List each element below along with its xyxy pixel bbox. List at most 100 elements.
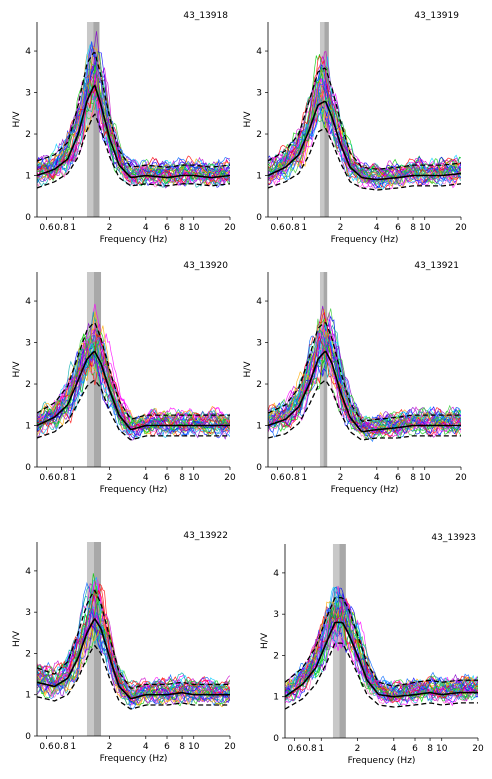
x-axis-label: Frequency (Hz)	[100, 485, 168, 495]
x-tick-label: 6	[164, 742, 170, 752]
x-tick-label: 4	[391, 744, 397, 754]
x-tick-label: 4	[374, 223, 380, 233]
window-trace	[37, 343, 230, 441]
y-tick-label: 4	[25, 297, 31, 307]
x-tick-label: 10	[419, 223, 431, 233]
y-tick-label: 1	[256, 172, 262, 182]
std-curve	[37, 589, 230, 689]
window-trace	[37, 335, 230, 437]
x-tick-label: 6	[164, 223, 170, 233]
x-tick-label: 20	[224, 473, 236, 483]
x-tick-label: 6	[412, 744, 418, 754]
y-tick-label: 3	[25, 339, 31, 349]
std-curve	[268, 67, 461, 170]
x-tick-label: 0.8	[54, 742, 69, 752]
y-tick-label: 3	[256, 339, 262, 349]
x-tick-label: 1	[70, 223, 76, 233]
mean-curve	[37, 84, 230, 179]
window-trace	[268, 81, 461, 187]
x-tick-label: 8	[410, 223, 416, 233]
x-tick-label: 1	[301, 473, 307, 483]
y-tick-label: 3	[256, 89, 262, 99]
std-curve	[37, 322, 230, 420]
window-trace	[285, 602, 478, 702]
window-trace	[285, 594, 478, 700]
std-curve	[37, 51, 230, 168]
window-trace	[37, 607, 230, 704]
std-curve	[37, 113, 230, 189]
peak-band-left	[86, 22, 94, 217]
window-trace	[268, 336, 461, 439]
y-tick-label: 4	[256, 297, 262, 307]
window-trace	[268, 97, 461, 184]
y-axis-label: H/V	[12, 361, 22, 378]
panel-title: 43_13921	[414, 261, 459, 271]
x-tick-label: 10	[188, 473, 200, 483]
x-axis-label: Frequency (Hz)	[348, 756, 416, 766]
x-tick-label: 0.6	[287, 744, 302, 754]
x-tick-label: 4	[143, 473, 149, 483]
plot-area	[37, 542, 230, 736]
x-tick-label: 0.6	[39, 473, 54, 483]
x-tick-label: 20	[455, 223, 467, 233]
x-axis-label: Frequency (Hz)	[331, 485, 399, 495]
x-tick-label: 10	[188, 223, 200, 233]
y-tick-label: 3	[25, 89, 31, 99]
window-trace	[285, 614, 478, 704]
traces-group	[285, 585, 478, 710]
y-tick-label: 1	[273, 693, 279, 703]
y-tick-label: 4	[256, 47, 262, 57]
window-trace	[37, 586, 230, 697]
x-tick-label: 6	[395, 223, 401, 233]
mean-curve	[268, 350, 461, 433]
mean-curve	[37, 350, 230, 431]
x-tick-label: 8	[410, 473, 416, 483]
x-tick-label: 2	[107, 742, 113, 752]
traces-group	[37, 573, 230, 710]
x-tick-label: 2	[338, 223, 344, 233]
y-tick-label: 0	[25, 213, 31, 223]
y-axis-label: H/V	[243, 111, 253, 128]
window-trace	[37, 347, 230, 436]
window-trace	[268, 335, 461, 438]
y-tick-label: 3	[25, 608, 31, 618]
x-tick-label: 20	[224, 742, 236, 752]
x-tick-label: 8	[427, 744, 433, 754]
std-curve	[37, 644, 230, 710]
window-trace	[37, 45, 230, 179]
window-trace	[37, 609, 230, 702]
x-tick-label: 0.8	[54, 223, 69, 233]
x-tick-label: 8	[179, 742, 185, 752]
y-tick-label: 4	[273, 569, 279, 579]
y-tick-label: 1	[25, 691, 31, 701]
window-trace	[268, 341, 461, 437]
y-tick-label: 0	[256, 213, 262, 223]
x-tick-label: 0.6	[270, 473, 285, 483]
y-tick-label: 0	[256, 463, 262, 473]
x-tick-label: 0.8	[285, 473, 300, 483]
y-tick-label: 4	[25, 47, 31, 57]
window-trace	[268, 329, 461, 436]
y-tick-label: 2	[256, 380, 262, 390]
x-tick-label: 0.6	[39, 742, 54, 752]
y-tick-label: 2	[273, 651, 279, 661]
x-tick-label: 4	[143, 223, 149, 233]
mean-curve	[285, 621, 478, 698]
window-trace	[268, 80, 461, 183]
traces-group	[37, 303, 230, 441]
x-tick-label: 1	[70, 473, 76, 483]
window-trace	[37, 594, 230, 701]
window-trace	[268, 325, 461, 433]
x-tick-label: 1	[301, 223, 307, 233]
y-tick-label: 4	[25, 567, 31, 577]
peak-band-right	[324, 22, 329, 217]
x-tick-label: 8	[179, 473, 185, 483]
x-tick-label: 2	[355, 744, 361, 754]
x-tick-label: 8	[179, 223, 185, 233]
y-axis-label: H/V	[260, 632, 270, 649]
traces-group	[268, 305, 461, 443]
x-tick-label: 1	[318, 744, 324, 754]
